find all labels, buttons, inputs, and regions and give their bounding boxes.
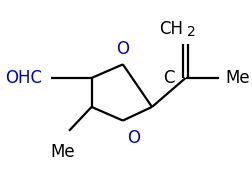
Text: O: O: [127, 129, 140, 147]
Text: 2: 2: [186, 25, 195, 39]
Text: Me: Me: [225, 69, 249, 87]
Text: O: O: [116, 40, 129, 58]
Text: Me: Me: [50, 143, 74, 161]
Text: CH: CH: [159, 20, 183, 38]
Text: C: C: [162, 69, 174, 87]
Text: OHC: OHC: [5, 69, 42, 87]
